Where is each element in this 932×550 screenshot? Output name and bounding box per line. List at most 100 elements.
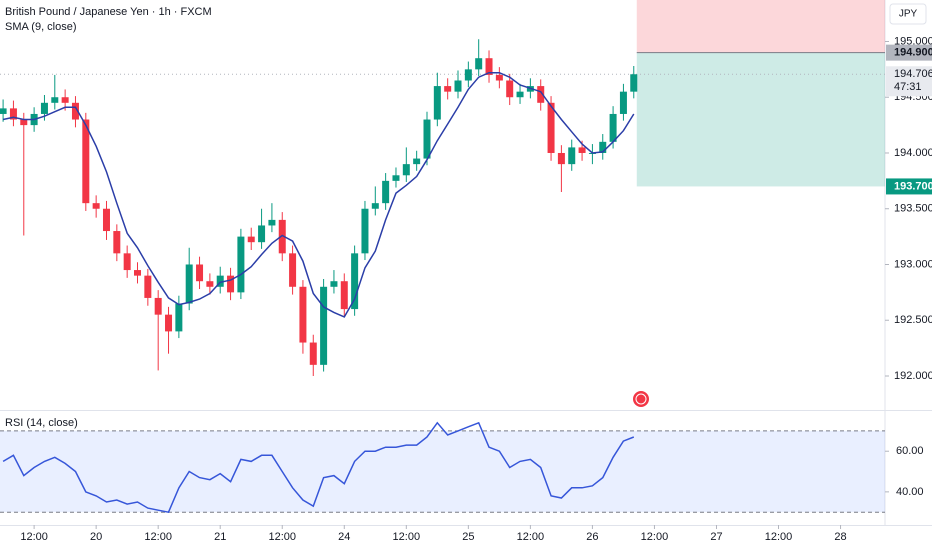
candle-body xyxy=(20,119,28,126)
candle-body xyxy=(619,91,627,114)
candle-body xyxy=(371,203,379,209)
y-tick-label: 194.000 xyxy=(894,147,932,159)
x-tick-label: 12:00 xyxy=(765,531,793,543)
candle-body xyxy=(175,303,183,332)
candle-body xyxy=(361,208,369,254)
sma-line xyxy=(2,71,635,318)
candle-body xyxy=(134,270,142,276)
candle-body xyxy=(537,86,545,103)
candle-body xyxy=(547,102,555,153)
x-tick-label: 12:00 xyxy=(268,531,296,543)
target-label: 193.700 xyxy=(894,180,932,192)
rsi-band xyxy=(0,430,885,513)
candle-body xyxy=(475,58,483,70)
candle-body xyxy=(9,108,17,120)
candle-body xyxy=(330,281,338,287)
candle-body xyxy=(557,152,565,165)
x-tick-label: 20 xyxy=(90,531,102,543)
candle-body xyxy=(299,286,307,343)
y-tick-label: 192.000 xyxy=(894,370,932,382)
x-tick-label: 12:00 xyxy=(517,531,545,543)
overlay-legend: SMA (9, close) xyxy=(5,21,77,33)
y-tick-label: 193.500 xyxy=(894,203,932,215)
x-tick-label: 12:00 xyxy=(20,531,48,543)
x-tick-label: 25 xyxy=(462,531,474,543)
candle-body xyxy=(516,91,524,98)
candle-body xyxy=(206,281,214,287)
candle-body xyxy=(227,275,235,293)
candle-body xyxy=(0,108,7,114)
y-tick-label: 195.000 xyxy=(894,35,932,47)
candle-body xyxy=(485,58,493,75)
candle-body xyxy=(216,275,224,287)
x-tick-label: 27 xyxy=(710,531,722,543)
candle-body xyxy=(599,141,607,153)
event-icon[interactable] xyxy=(633,391,649,407)
candle-body xyxy=(340,281,348,310)
candle-body xyxy=(71,102,79,120)
candle-body xyxy=(165,314,173,332)
x-tick-label: 21 xyxy=(214,531,226,543)
candle-body xyxy=(568,147,576,165)
candle-body xyxy=(123,253,131,271)
candle-body xyxy=(506,80,514,98)
candle-body xyxy=(609,113,617,142)
candle-body xyxy=(402,164,410,176)
stop-zone xyxy=(636,0,885,53)
candle-body xyxy=(454,80,462,92)
rsi-tick-label: 60.00 xyxy=(896,445,924,457)
candle-body xyxy=(40,102,48,114)
candle-body xyxy=(278,219,286,254)
last-price-label: 194.706 xyxy=(894,68,932,80)
candle-body xyxy=(392,175,400,181)
candle-body xyxy=(423,119,431,159)
rsi-line xyxy=(2,421,635,514)
candle-body xyxy=(289,253,297,287)
candle-body xyxy=(413,158,421,165)
candle-body xyxy=(351,253,359,310)
x-tick-label: 12:00 xyxy=(641,531,669,543)
candle-body xyxy=(61,97,69,103)
candle-body xyxy=(630,74,638,92)
rsi-tick-label: 40.00 xyxy=(896,486,924,498)
event-icon-ring xyxy=(635,393,647,405)
candle-body xyxy=(196,264,204,282)
y-tick-label: 192.500 xyxy=(894,314,932,326)
x-tick-label: 26 xyxy=(586,531,598,543)
candle-body xyxy=(154,297,162,315)
candle-body xyxy=(185,264,193,304)
candle-body xyxy=(237,236,245,293)
currency-box[interactable] xyxy=(889,3,927,25)
candle-body xyxy=(82,119,90,204)
y-tick-label: 193.000 xyxy=(894,258,932,270)
candle-body xyxy=(51,97,59,103)
candle-body xyxy=(382,180,390,204)
candle-body xyxy=(268,219,276,226)
candle-body xyxy=(433,86,441,120)
rsi-legend: RSI (14, close) xyxy=(5,417,78,429)
candle-body xyxy=(102,208,110,232)
chart-title: British Pound / Japanese Yen · 1h · FXCM xyxy=(5,6,212,18)
x-tick-label: 12:00 xyxy=(393,531,421,543)
currency: JPY xyxy=(899,9,918,20)
last-price-box xyxy=(886,66,932,97)
candle-body xyxy=(578,147,586,153)
entry-label: 194.900 xyxy=(894,47,932,59)
entry-label-box xyxy=(886,44,932,61)
countdown: 47:31 xyxy=(894,81,922,93)
candle-body xyxy=(258,225,266,243)
target-zone xyxy=(636,52,885,187)
candle-body xyxy=(309,342,317,365)
candle-body xyxy=(444,86,452,92)
candle-body xyxy=(495,74,503,81)
candle-body xyxy=(320,286,328,365)
x-tick-label: 28 xyxy=(834,531,846,543)
candle-body xyxy=(247,236,255,243)
target-label-box xyxy=(886,178,932,195)
candle-body xyxy=(92,203,100,209)
candle-body xyxy=(113,231,121,254)
